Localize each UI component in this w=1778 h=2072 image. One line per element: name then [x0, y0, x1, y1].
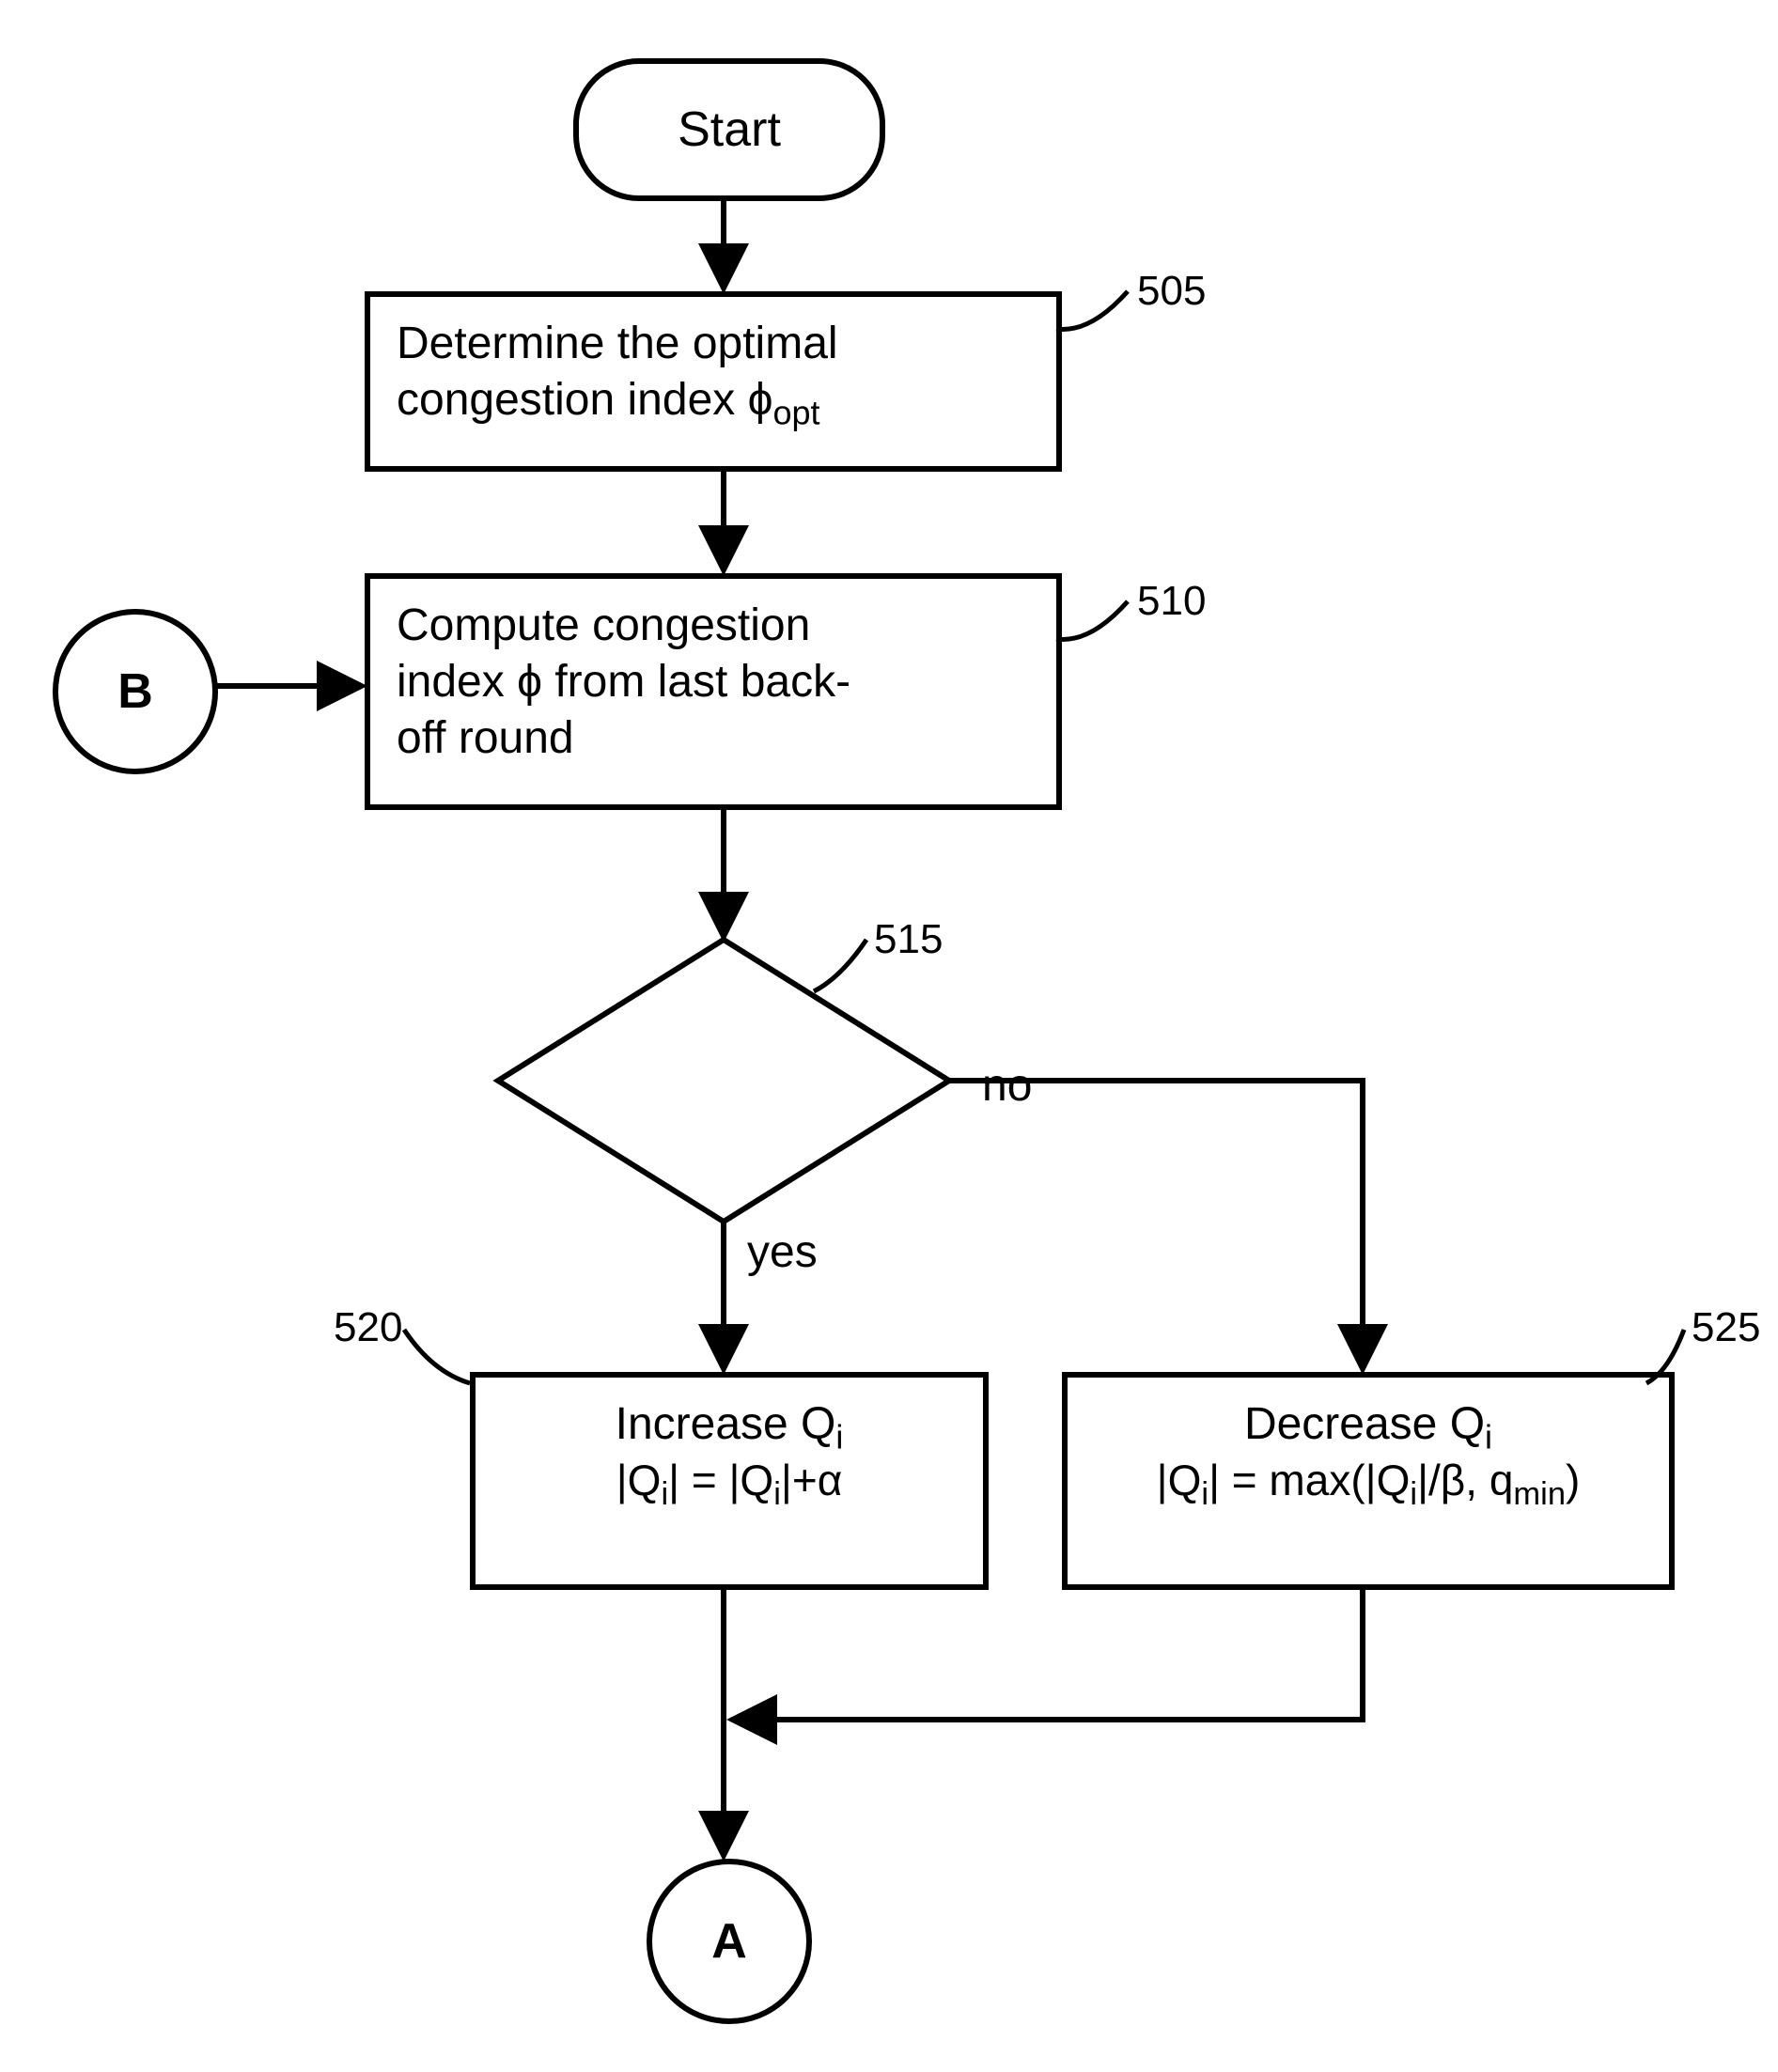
connector-a: A — [647, 1859, 812, 2024]
f520-a: |Q — [616, 1456, 662, 1504]
f525-a: |Q — [1157, 1456, 1202, 1504]
f520-d: i — [773, 1476, 781, 1512]
node-510: Compute congestion index ϕ from last bac… — [365, 573, 1062, 810]
opt-subscript: opt — [702, 1077, 749, 1115]
node-510-line2-suffix: from last back- — [542, 657, 850, 707]
node-510-line3: off round — [397, 713, 574, 763]
phi-symbol: ϕ — [517, 657, 542, 707]
f525-g: ) — [1566, 1456, 1580, 1504]
ref-505: 505 — [1137, 268, 1206, 315]
f525-c: | = max(|Q — [1209, 1456, 1410, 1504]
decision-text: ϕ<ϕopt? — [625, 1057, 774, 1109]
i-subscript: i — [1485, 1418, 1492, 1457]
f525-b: i — [1201, 1476, 1209, 1512]
alpha-symbol: α — [818, 1456, 843, 1504]
phi-symbol: ϕ — [677, 1058, 702, 1108]
node-505: Determine the optimal congestion index ϕ… — [365, 291, 1062, 472]
opt-subscript: opt — [772, 394, 819, 432]
lt-op: < — [650, 1058, 677, 1108]
qmark: ? — [749, 1058, 774, 1108]
ref-525: 525 — [1692, 1304, 1760, 1351]
node-520-title-prefix: Increase Q — [616, 1399, 836, 1449]
f525-f: , q — [1465, 1456, 1513, 1504]
ref-510: 510 — [1137, 578, 1206, 625]
no-label: no — [982, 1060, 1032, 1112]
f520-c: | = |Q — [668, 1456, 773, 1504]
node-505-line1: Determine the optimal — [397, 319, 838, 368]
yes-label: yes — [747, 1226, 818, 1278]
f520-b: i — [661, 1476, 668, 1512]
ref-515: 515 — [874, 916, 943, 963]
beta-symbol: β — [1441, 1456, 1465, 1504]
phi-symbol: ϕ — [748, 375, 773, 425]
phi-symbol: ϕ — [625, 1058, 650, 1108]
node-510-line2-prefix: index — [397, 657, 517, 707]
min-subscript: min — [1513, 1476, 1566, 1512]
i-subscript: i — [835, 1418, 843, 1457]
node-520: Increase Qi |Qi| = |Qi|+α — [470, 1372, 989, 1590]
f525-e: |/ — [1417, 1456, 1441, 1504]
node-505-line2-prefix: congestion index — [397, 375, 748, 425]
connector-b: B — [53, 609, 218, 774]
node-510-line1: Compute congestion — [397, 600, 810, 650]
f520-e: |+ — [781, 1456, 818, 1504]
f525-d: i — [1410, 1476, 1417, 1512]
connector-b-label: B — [117, 663, 153, 720]
connector-a-label: A — [711, 1913, 747, 1970]
node-525-title-prefix: Decrease Q — [1244, 1399, 1485, 1449]
node-525: Decrease Qi |Qi| = max(|Qi|/β, qmin) — [1062, 1372, 1675, 1590]
start-node: Start — [573, 58, 885, 201]
ref-520: 520 — [334, 1304, 402, 1351]
start-label: Start — [678, 101, 781, 158]
